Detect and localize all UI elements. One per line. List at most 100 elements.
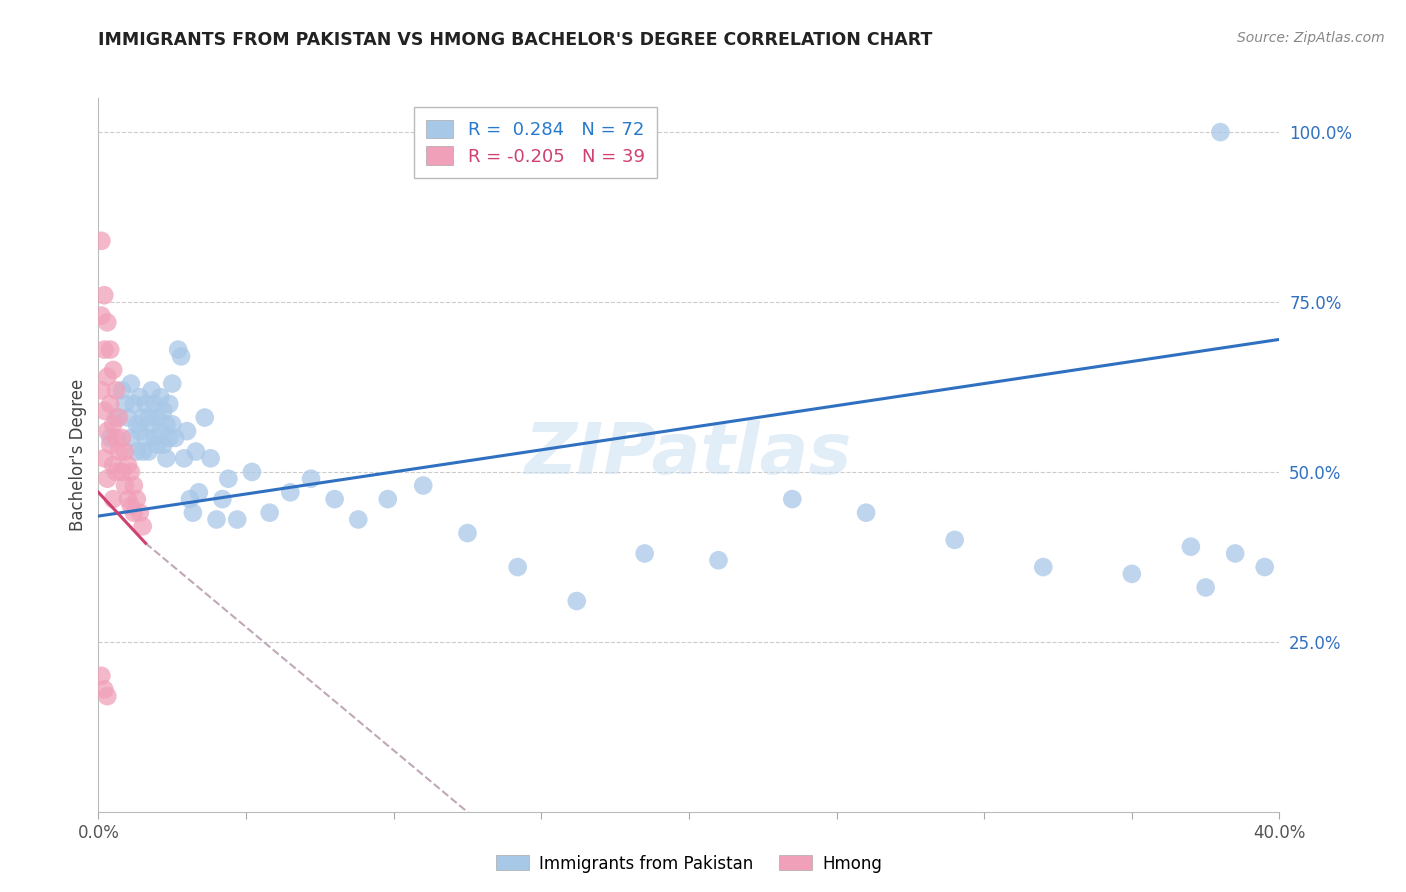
Point <box>90 669 112 683</box>
Point <box>138 410 160 425</box>
Point <box>90 384 112 398</box>
Point <box>456 526 478 541</box>
Point <box>105 431 128 445</box>
Point <box>111 431 134 445</box>
Point <box>155 417 177 432</box>
Point <box>132 410 155 425</box>
Point <box>170 350 193 364</box>
Point <box>782 492 804 507</box>
Point <box>1195 581 1218 595</box>
Point <box>122 397 145 411</box>
Point <box>103 492 125 507</box>
Point <box>105 384 128 398</box>
Point <box>103 458 125 472</box>
Y-axis label: Bachelor's Degree: Bachelor's Degree <box>69 379 87 531</box>
Point <box>98 438 121 452</box>
Point <box>128 424 150 438</box>
Point <box>1032 560 1054 574</box>
Point <box>98 431 121 445</box>
Point <box>200 451 222 466</box>
Point <box>187 485 209 500</box>
Point <box>506 560 529 574</box>
Point <box>181 506 204 520</box>
Point <box>120 431 142 445</box>
Point <box>120 499 142 513</box>
Point <box>167 343 190 357</box>
Point <box>138 444 160 458</box>
Point <box>152 403 174 417</box>
Point <box>173 451 195 466</box>
Point <box>90 309 112 323</box>
Point <box>125 492 148 507</box>
Point <box>108 444 131 458</box>
Point <box>90 234 112 248</box>
Text: ZIPatlas: ZIPatlas <box>526 420 852 490</box>
Point <box>96 369 118 384</box>
Point <box>93 682 115 697</box>
Point <box>157 431 180 445</box>
Text: Source: ZipAtlas.com: Source: ZipAtlas.com <box>1237 31 1385 45</box>
Point <box>205 512 228 526</box>
Point <box>117 410 139 425</box>
Point <box>98 397 121 411</box>
Point <box>93 451 115 466</box>
Point <box>943 533 966 547</box>
Point <box>103 363 125 377</box>
Point <box>152 438 174 452</box>
Point <box>323 492 346 507</box>
Point <box>122 506 145 520</box>
Point <box>132 519 155 533</box>
Point <box>176 424 198 438</box>
Point <box>141 384 163 398</box>
Point <box>96 689 118 703</box>
Point <box>377 492 399 507</box>
Point <box>184 444 207 458</box>
Point <box>226 512 249 526</box>
Point <box>98 343 121 357</box>
Text: IMMIGRANTS FROM PAKISTAN VS HMONG BACHELOR'S DEGREE CORRELATION CHART: IMMIGRANTS FROM PAKISTAN VS HMONG BACHEL… <box>98 31 932 49</box>
Point <box>122 478 145 492</box>
Point <box>149 424 172 438</box>
Point <box>128 506 150 520</box>
Point <box>132 444 155 458</box>
Point <box>565 594 588 608</box>
Point <box>707 553 730 567</box>
Point <box>108 410 131 425</box>
Point <box>93 403 115 417</box>
Point <box>162 376 183 391</box>
Point <box>146 410 169 425</box>
Point <box>117 492 139 507</box>
Point <box>194 410 217 425</box>
Point <box>240 465 263 479</box>
Point <box>96 315 118 329</box>
Point <box>211 492 233 507</box>
Point <box>96 424 118 438</box>
Point <box>165 431 187 445</box>
Point <box>93 343 115 357</box>
Point <box>96 472 118 486</box>
Point <box>146 438 169 452</box>
Point <box>633 546 655 560</box>
Point <box>412 478 434 492</box>
Point <box>128 390 150 404</box>
Point <box>157 397 180 411</box>
Point <box>117 458 139 472</box>
Point <box>125 417 148 432</box>
Point <box>855 506 877 520</box>
Point <box>120 376 142 391</box>
Point <box>105 410 128 425</box>
Point <box>1121 566 1143 581</box>
Point <box>120 465 142 479</box>
Point <box>1254 560 1277 574</box>
Point <box>217 472 239 486</box>
Point <box>259 506 281 520</box>
Point <box>1180 540 1202 554</box>
Point <box>155 451 177 466</box>
Point <box>162 417 183 432</box>
Point <box>105 465 128 479</box>
Point <box>278 485 302 500</box>
Point <box>114 444 136 458</box>
Point <box>143 431 166 445</box>
Point <box>149 390 172 404</box>
Point <box>179 492 201 507</box>
